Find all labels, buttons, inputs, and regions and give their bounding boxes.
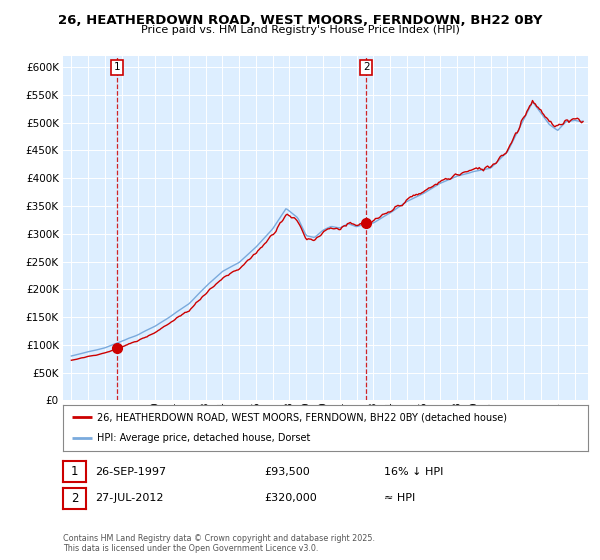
Text: £93,500: £93,500 [264, 466, 310, 477]
Text: 26, HEATHERDOWN ROAD, WEST MOORS, FERNDOWN, BH22 0BY: 26, HEATHERDOWN ROAD, WEST MOORS, FERNDO… [58, 14, 542, 27]
Text: ≈ HPI: ≈ HPI [384, 493, 415, 503]
Text: 1: 1 [114, 62, 121, 72]
Text: Contains HM Land Registry data © Crown copyright and database right 2025.
This d: Contains HM Land Registry data © Crown c… [63, 534, 375, 553]
Text: 26-SEP-1997: 26-SEP-1997 [95, 466, 166, 477]
Text: 2: 2 [363, 62, 370, 72]
Text: 1: 1 [71, 465, 78, 478]
Text: 2: 2 [71, 492, 78, 505]
Text: £320,000: £320,000 [264, 493, 317, 503]
Text: Price paid vs. HM Land Registry's House Price Index (HPI): Price paid vs. HM Land Registry's House … [140, 25, 460, 35]
Text: 16% ↓ HPI: 16% ↓ HPI [384, 466, 443, 477]
Text: HPI: Average price, detached house, Dorset: HPI: Average price, detached house, Dors… [97, 433, 311, 444]
Text: 27-JUL-2012: 27-JUL-2012 [95, 493, 163, 503]
Text: 26, HEATHERDOWN ROAD, WEST MOORS, FERNDOWN, BH22 0BY (detached house): 26, HEATHERDOWN ROAD, WEST MOORS, FERNDO… [97, 412, 507, 422]
